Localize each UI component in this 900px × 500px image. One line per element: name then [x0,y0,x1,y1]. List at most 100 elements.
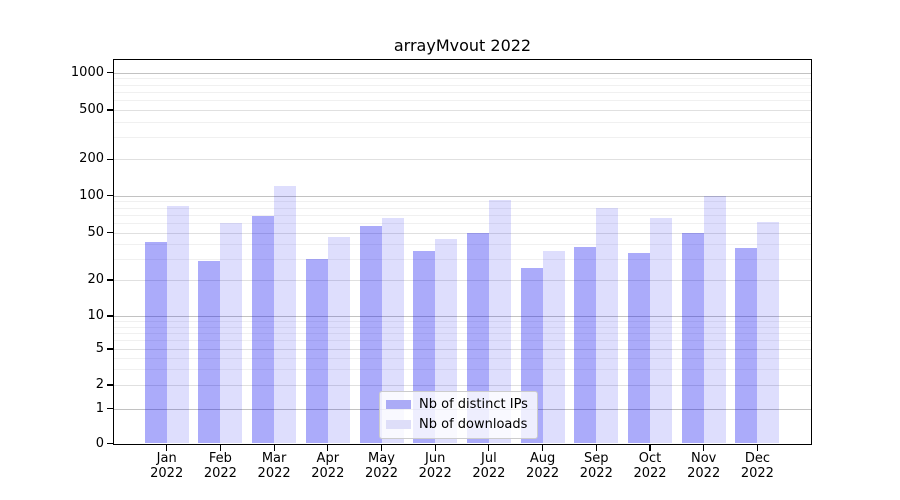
y-minor-gridline-90 [114,201,811,203]
x-tick-label-line: Apr [316,450,340,466]
x-tick-mark-7 [488,444,490,451]
bar-ips-nov [681,232,704,444]
x-tick-mark-11 [703,444,705,451]
x-tick-label-1: Jan 2022 [135,451,199,482]
chart-title: arrayMvout 2022 [393,36,532,55]
bar-downloads-dec [757,222,780,444]
y-minor-gridline-40 [114,244,811,246]
bar-ips-mar [252,216,275,444]
y-minor-gridline-70 [114,214,811,216]
x-tick-mark-12 [756,444,758,451]
y-gridline-20 [114,280,811,281]
y-minor-gridline-60 [114,222,811,224]
y-tick-label-500: 500 [79,102,104,117]
x-tick-mark-8 [542,444,544,451]
x-tick-mark-5 [380,444,383,451]
x-tick-label-9: Sep 2022 [564,451,628,482]
x-tick-mark-4 [327,444,329,451]
x-tick-label-line: Feb [208,450,232,466]
x-tick-label-11: Nov 2022 [672,451,736,482]
y-tick-mark-0 [107,442,114,445]
x-tick-label-12: Dec 2022 [725,451,789,482]
y-tick-label-20: 20 [87,272,104,287]
y-tick-label-1: 1 [95,400,104,416]
y-minor-gridline-8 [114,326,811,328]
bar-downloads-jul [488,200,511,444]
bar-downloads-oct [650,217,672,444]
y-gridline-10 [114,316,811,317]
x-tick-label-line: May [368,450,395,466]
y-minor-gridline-6 [114,340,811,342]
x-tick-label-line: 2022 [526,466,560,481]
legend-item-distinct-ips: Nb of distinct IPs [386,397,528,412]
x-tick-label-line: 2022 [633,466,667,481]
y-tick-mark-50 [107,232,114,234]
bar-ips-jul [466,232,489,444]
y-minor-gridline-3 [114,369,811,371]
x-tick-label-line: 2022 [364,466,399,481]
y-tick-label-0: 0 [95,435,104,451]
x-tick-label-line: 2022 [418,466,452,481]
y-tick-mark-1 [107,407,114,410]
bar-ips-feb [198,260,221,444]
x-tick-label-line: Sep [584,450,609,466]
x-tick-label-line: 2022 [687,466,721,481]
y-tick-label-100: 100 [79,187,104,203]
legend-swatch-downloads [386,420,411,429]
bar-downloads-feb [220,222,243,444]
x-tick-label-6: Jun 2022 [403,451,467,482]
y-gridline-1000 [114,72,811,74]
x-tick-label-line: Jul [481,450,497,466]
x-tick-label-line: 2022 [257,466,291,481]
bar-ips-dec [735,248,758,444]
y-gridline-5 [114,349,811,350]
x-tick-label-line: Jan [156,450,177,466]
x-tick-label-line: 2022 [203,466,237,481]
y-minor-gridline-400 [114,122,811,123]
y-tick-mark-10 [107,315,114,317]
x-tick-label-line: Dec [744,450,770,466]
x-tick-mark-1 [166,444,168,451]
bar-downloads-mar [274,186,297,444]
y-tick-label-2: 2 [95,377,104,392]
y-minor-gridline-9 [114,321,811,323]
y-gridline-500 [114,110,811,111]
x-tick-label-line: 2022 [311,466,345,481]
y-tick-mark-100 [107,195,114,197]
y-tick-label-50: 50 [87,224,104,240]
x-tick-label-line: 2022 [740,466,774,481]
bar-downloads-sep [596,207,619,444]
x-tick-label-line: Aug [529,450,556,466]
y-minor-gridline-700 [114,91,811,93]
y-minor-gridline-7 [114,332,811,334]
y-tick-mark-500 [107,109,114,111]
x-tick-label-line: 2022 [472,466,506,481]
y-tick-mark-2 [107,384,114,386]
bar-downloads-jan [166,206,189,444]
x-tick-label-2: Feb 2022 [188,451,252,482]
legend-swatch-distinct-ips [386,400,411,409]
y-minor-gridline-600 [114,100,811,102]
x-tick-mark-3 [273,444,275,451]
legend-item-downloads: Nb of downloads [386,417,528,432]
x-tick-label-10: Oct 2022 [618,451,682,482]
y-minor-gridline-30 [114,259,811,261]
bar-downloads-aug [542,251,565,444]
y-tick-label-5: 5 [95,341,104,356]
bar-ips-oct [628,252,650,444]
x-tick-label-line: Oct [638,450,662,466]
bar-ips-may [359,225,382,444]
y-gridline-200 [114,159,811,161]
legend: Nb of distinct IPs Nb of downloads [379,391,538,439]
x-tick-label-5: May 2022 [350,451,414,482]
legend-label-downloads: Nb of downloads [419,417,528,432]
x-tick-mark-10 [649,444,651,451]
y-tick-mark-1000 [107,72,114,74]
bar-ips-jan [144,241,167,444]
y-minor-gridline-80 [114,207,811,209]
x-tick-mark-6 [434,444,436,451]
bar-downloads-may [381,217,404,444]
y-tick-label-10: 10 [87,308,104,323]
y-minor-gridline-800 [114,84,811,86]
